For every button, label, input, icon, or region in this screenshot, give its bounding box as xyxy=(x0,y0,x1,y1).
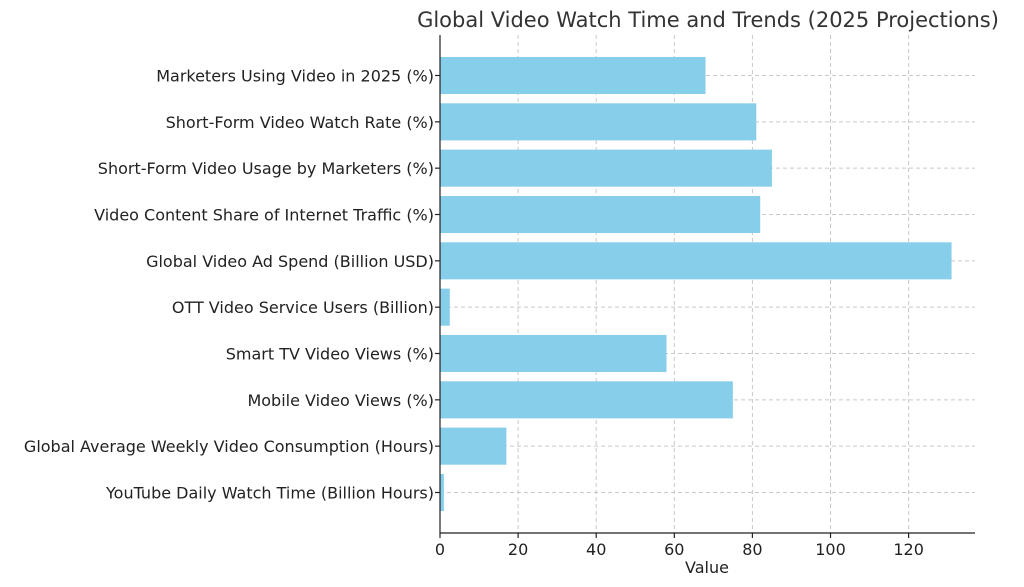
bar xyxy=(440,103,757,141)
category-label: Marketers Using Video in 2025 (%) xyxy=(156,67,434,86)
category-label: Mobile Video Views (%) xyxy=(247,391,434,410)
category-label: Smart TV Video Views (%) xyxy=(226,345,434,364)
bar xyxy=(440,288,450,326)
x-tick-label: 100 xyxy=(815,540,846,559)
bars-layer xyxy=(440,56,952,512)
bar xyxy=(440,473,444,512)
x-tick-label: 60 xyxy=(664,540,684,559)
category-label: Global Video Ad Spend (Billion USD) xyxy=(146,252,434,271)
category-labels: YouTube Daily Watch Time (Billion Hours)… xyxy=(24,67,440,503)
x-tick-label: 80 xyxy=(742,540,762,559)
category-label: YouTube Daily Watch Time (Billion Hours) xyxy=(105,484,434,503)
x-tick-label: 120 xyxy=(893,540,924,559)
bar xyxy=(440,427,507,465)
category-label: OTT Video Service Users (Billion) xyxy=(172,298,434,317)
bar xyxy=(440,334,667,373)
x-tick-label: 20 xyxy=(508,540,528,559)
category-label: Short-Form Video Watch Rate (%) xyxy=(166,113,434,132)
x-tick-label: 0 xyxy=(435,540,445,559)
bar xyxy=(440,195,761,234)
category-label: Video Content Share of Internet Traffic … xyxy=(94,206,434,225)
x-ticks: 0 20 40 60 80 100 120 xyxy=(435,533,924,559)
category-label: Global Average Weekly Video Consumption … xyxy=(24,437,434,456)
bar xyxy=(440,56,706,95)
category-label: Short-Form Video Usage by Marketers (%) xyxy=(98,159,434,178)
bar xyxy=(440,242,952,280)
bar xyxy=(440,381,733,419)
chart-title: Global Video Watch Time and Trends (2025… xyxy=(417,8,999,32)
x-axis-label: Value xyxy=(685,558,729,577)
x-tick-label: 40 xyxy=(586,540,606,559)
bar xyxy=(440,149,772,187)
